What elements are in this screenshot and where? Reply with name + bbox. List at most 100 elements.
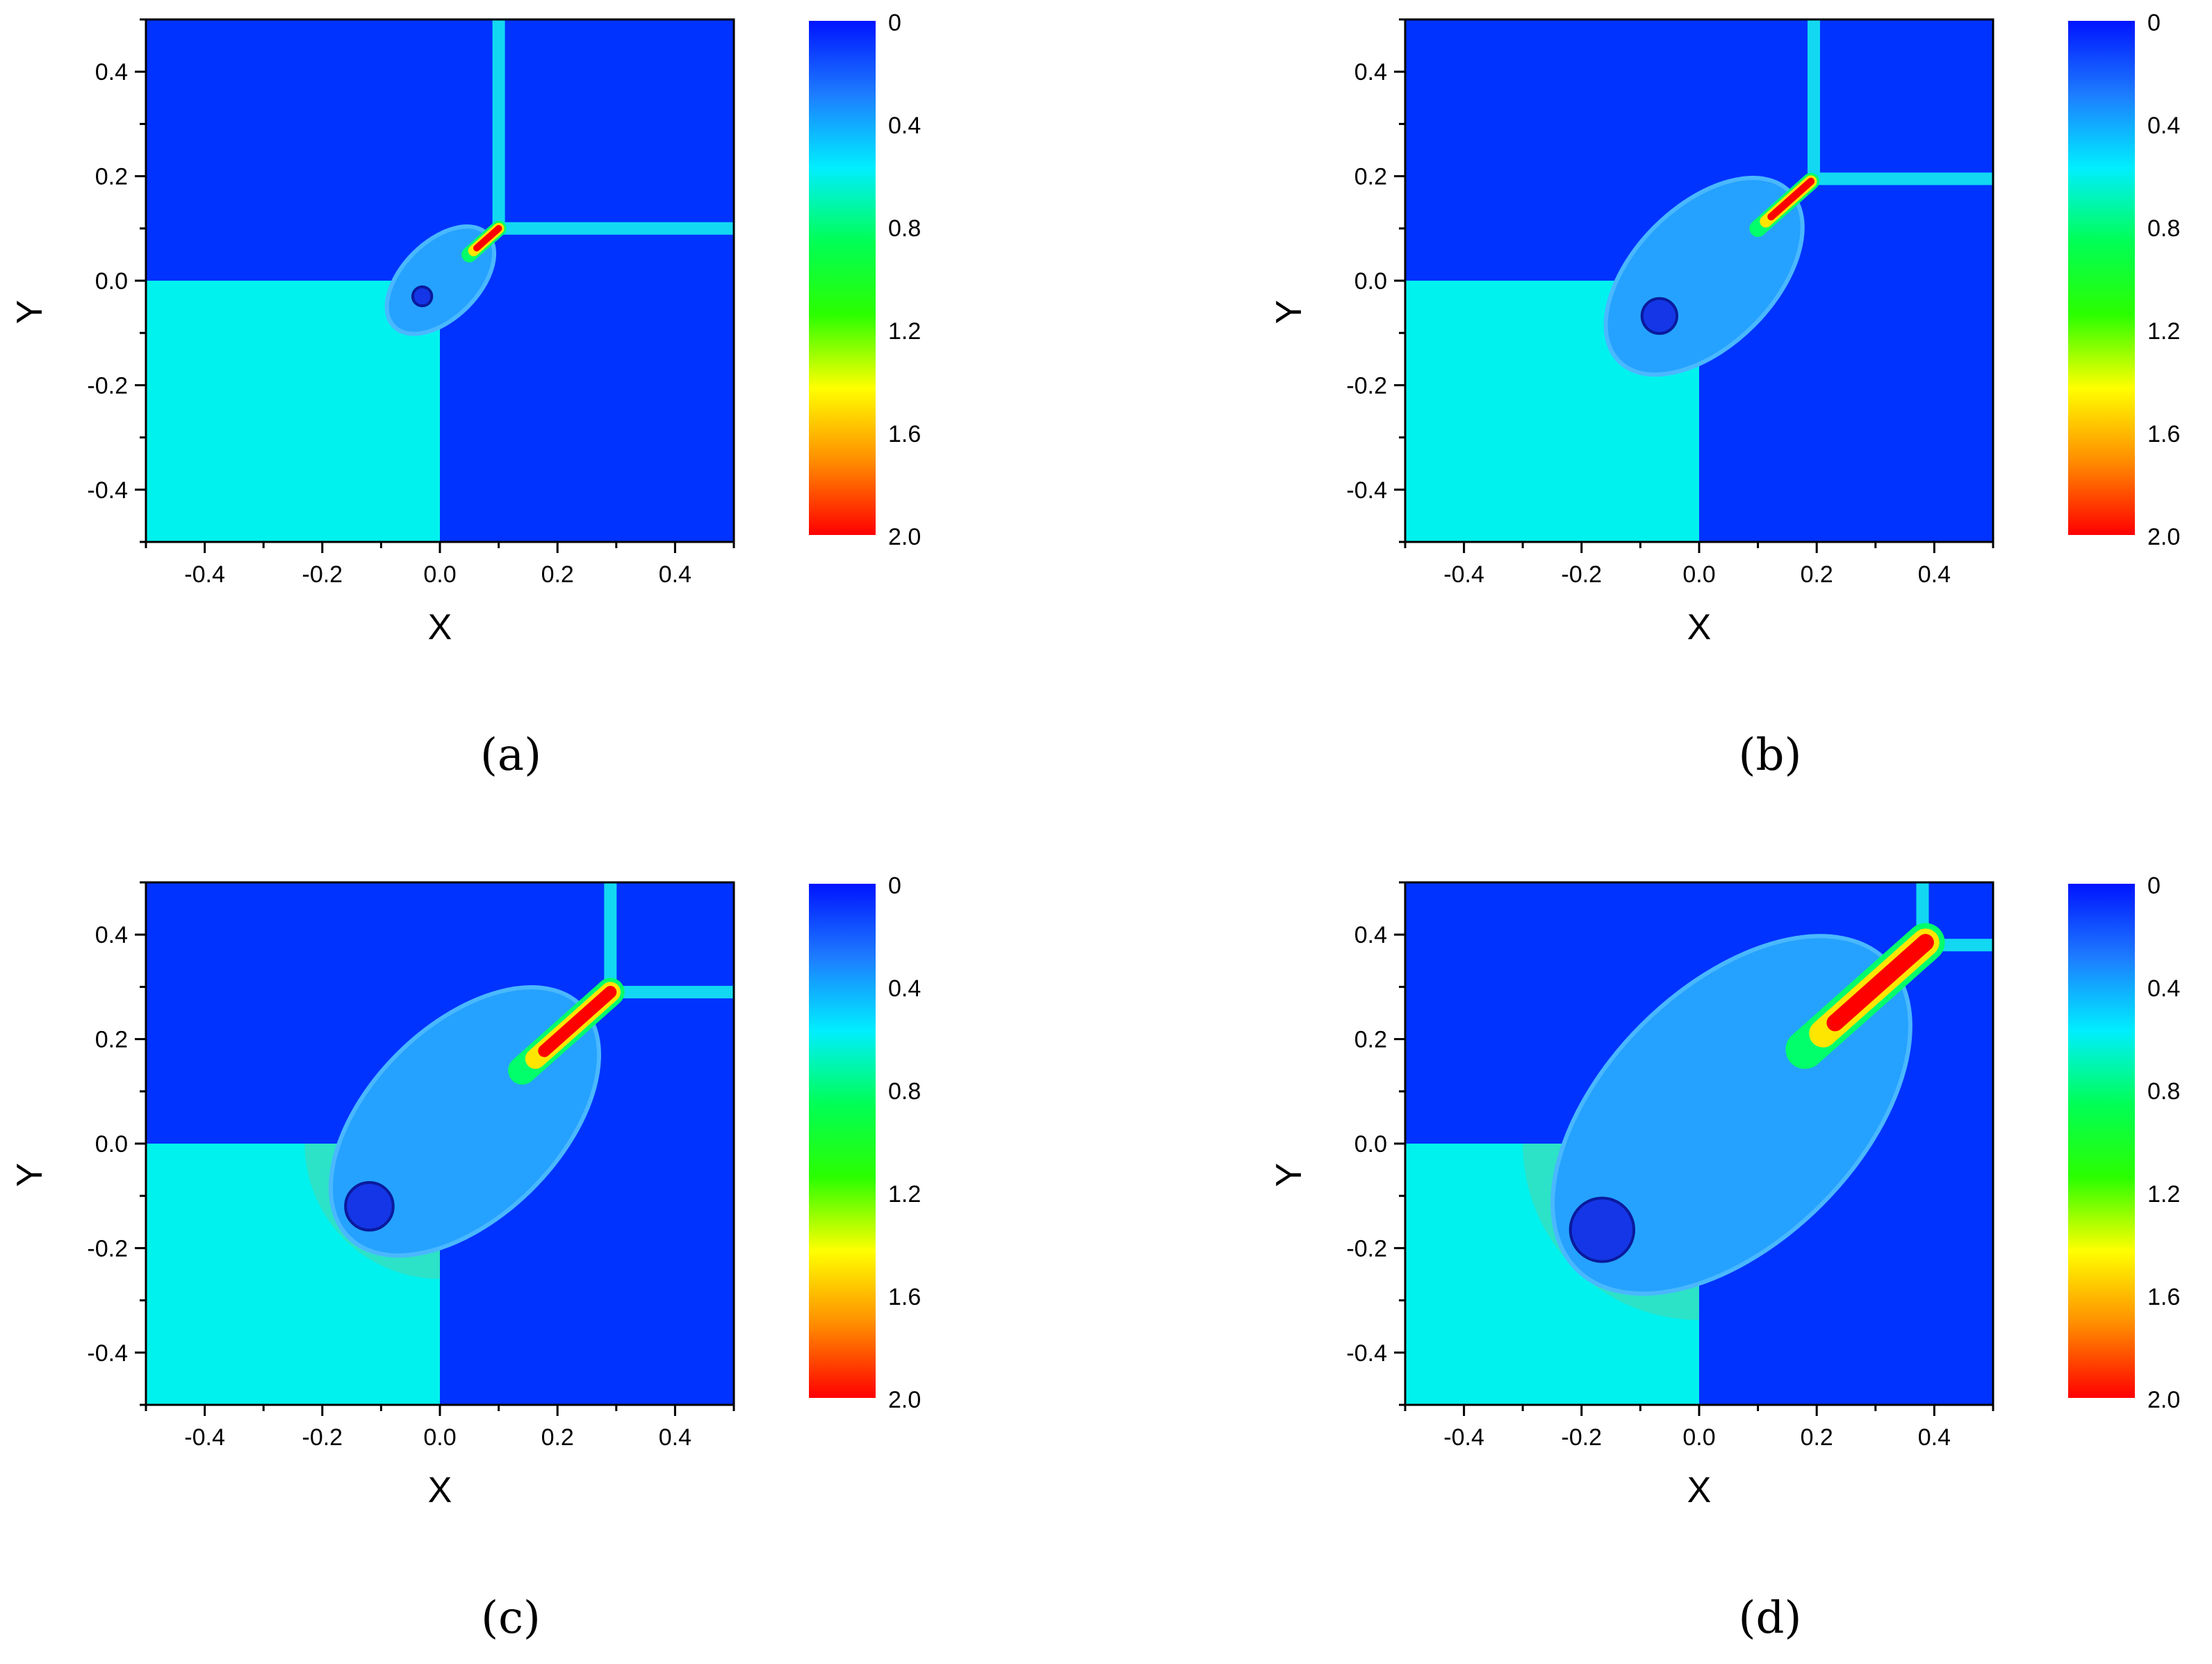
y-axis-title: Y: [1269, 300, 1309, 324]
colorbar-tick-label: 1.6: [2147, 1284, 2180, 1310]
x-axis-title: X: [428, 1470, 452, 1510]
y-axis-title: Y: [1269, 1163, 1309, 1187]
colorbar-tick-label: 1.2: [2147, 318, 2180, 345]
panel-b: -0.4 -0.2 0.0 0.2 0.4 0.4 0.2 0.0 -0.2 -0.4 X Y 0 0.4…: [1269, 10, 2180, 781]
x-tick-label: -0.2: [302, 561, 343, 588]
y-tick-label: 0.2: [1354, 1027, 1387, 1053]
panel-c: -0.4 -0.2 0.0 0.2 0.4 0.4 0.2 0.0 -0.2 -0.4 X Y 0 0.4…: [10, 873, 921, 1644]
x-tick-label: -0.4: [184, 561, 225, 588]
x-axis-title: X: [1687, 607, 1712, 648]
density-field: [146, 19, 734, 542]
axes: -0.4 -0.2 0.0 0.2 0.4 0.4 0.2 0.0 -0.2 -0.4: [1346, 18, 1994, 588]
axes: -0.4 -0.2 0.0 0.2 0.4 0.4 0.2 0.0 -0.2 -0.4: [1346, 881, 1994, 1451]
y-tick-label: 0.2: [95, 1027, 128, 1053]
x-tick-label: 0.0: [423, 561, 456, 588]
colorbar-tick-label: 0: [888, 873, 901, 899]
y-tick-label: -0.2: [1346, 372, 1387, 399]
colorbar-tick-label: 0.8: [2147, 1078, 2180, 1105]
colorbar-tick-label: 0.4: [888, 113, 921, 139]
stripe-horizontal: [498, 222, 734, 235]
colorbar-gradient: [2068, 884, 2135, 1398]
panel-caption: (d): [1739, 1592, 1802, 1644]
colorbar-gradient: [809, 884, 876, 1398]
colorbar-tick-label: 0: [2147, 10, 2161, 36]
y-tick-label: 0.4: [95, 59, 128, 85]
stripe-vertical: [1807, 19, 1820, 179]
stripe-horizontal: [610, 985, 734, 998]
y-tick-label: 0.0: [95, 1131, 128, 1158]
x-tick-label: 0.0: [1682, 1424, 1715, 1451]
panel-d: -0.4 -0.2 0.0 0.2 0.4 0.4 0.2 0.0 -0.2 -0.4 X Y 0 0.4…: [1269, 873, 2180, 1644]
vortex: [1640, 297, 1679, 335]
colorbar-tick-label: 0.4: [888, 975, 921, 1002]
y-tick-label: -0.4: [87, 477, 128, 504]
y-tick-label: 0.2: [1354, 164, 1387, 190]
axes: -0.4 -0.2 0.0 0.2 0.4 0.4 0.2 0.0 -0.2 -0.4: [87, 18, 735, 588]
density-field: [1405, 19, 1993, 542]
x-tick-label: -0.4: [1443, 561, 1484, 588]
colorbar: 0 0.4 0.8 1.2 1.6 2.0: [2068, 10, 2180, 550]
panel-caption: (a): [480, 730, 541, 781]
x-axis-title: X: [1687, 1470, 1712, 1510]
colorbar-tick-label: 0.8: [2147, 215, 2180, 242]
x-tick-label: 0.2: [541, 1424, 574, 1451]
stripe-horizontal: [1813, 172, 1993, 186]
colorbar-tick-label: 1.6: [888, 1284, 921, 1310]
colorbar-gradient: [2068, 21, 2135, 535]
colorbar-tick-label: 2.0: [2147, 524, 2180, 550]
vortex: [344, 1180, 395, 1232]
colorbar-tick-label: 0: [888, 10, 901, 36]
colorbar-tick-label: 2.0: [888, 1387, 921, 1413]
colorbar-tick-label: 2.0: [2147, 1387, 2180, 1413]
colorbar-tick-label: 1.6: [888, 421, 921, 447]
y-tick-label: -0.4: [1346, 1340, 1387, 1367]
x-tick-label: 0.2: [1801, 1424, 1833, 1451]
colorbar-tick-label: 0.8: [888, 215, 921, 242]
panel-caption: (b): [1739, 730, 1802, 781]
x-tick-label: 0.4: [659, 561, 691, 588]
colorbar: 0 0.4 0.8 1.2 1.6 2.0: [809, 10, 921, 550]
x-tick-label: 0.4: [659, 1424, 691, 1451]
colorbar-tick-label: 2.0: [888, 524, 921, 550]
jet-core: [1767, 177, 1815, 221]
x-tick-label: -0.2: [302, 1424, 343, 1451]
colorbar-tick-label: 0.4: [2147, 113, 2180, 139]
panel-caption: (c): [481, 1592, 541, 1644]
y-tick-label: -0.2: [87, 1235, 128, 1262]
x-tick-label: 0.2: [541, 561, 574, 588]
colorbar-tick-label: 1.2: [888, 318, 921, 345]
y-tick-label: 0.2: [95, 164, 128, 190]
y-tick-label: -0.4: [1346, 477, 1387, 504]
y-tick-label: -0.2: [87, 372, 128, 399]
jet-core: [538, 985, 617, 1057]
density-field: [1405, 882, 1993, 1405]
jet-core: [1826, 934, 1934, 1032]
density-field: [146, 882, 734, 1405]
y-tick-label: 0.0: [1354, 1131, 1387, 1158]
x-tick-label: -0.4: [184, 1424, 225, 1451]
colorbar-tick-label: 1.6: [2147, 421, 2180, 447]
y-tick-label: -0.2: [1346, 1235, 1387, 1262]
x-tick-label: 0.4: [1918, 561, 1951, 588]
y-axis-title: Y: [10, 1163, 50, 1187]
x-axis-title: X: [428, 607, 452, 648]
stripe-vertical: [604, 882, 617, 992]
colorbar: 0 0.4 0.8 1.2 1.6 2.0: [2068, 873, 2180, 1413]
x-tick-label: -0.2: [1562, 1424, 1603, 1451]
vortex: [411, 285, 434, 308]
y-tick-label: 0.0: [1354, 268, 1387, 295]
colorbar-tick-label: 0.8: [888, 1078, 921, 1105]
y-axis-title: Y: [10, 300, 50, 324]
colorbar-gradient: [809, 21, 876, 535]
x-tick-label: -0.2: [1562, 561, 1603, 588]
y-tick-label: 0.4: [95, 922, 128, 948]
x-tick-label: 0.0: [423, 1424, 456, 1451]
vortex: [1568, 1196, 1636, 1263]
axes: -0.4 -0.2 0.0 0.2 0.4 0.4 0.2 0.0 -0.2 -0.4: [87, 881, 735, 1451]
y-tick-label: -0.4: [87, 1340, 128, 1367]
colorbar-tick-label: 1.2: [888, 1181, 921, 1208]
panel-a: -0.4 -0.2 0.0 0.2 0.4 0.4 0.2 0.0 -0.2 -0.4 X Y 0 0.4…: [10, 10, 921, 781]
jet-core: [473, 224, 502, 252]
x-tick-label: -0.4: [1443, 1424, 1484, 1451]
